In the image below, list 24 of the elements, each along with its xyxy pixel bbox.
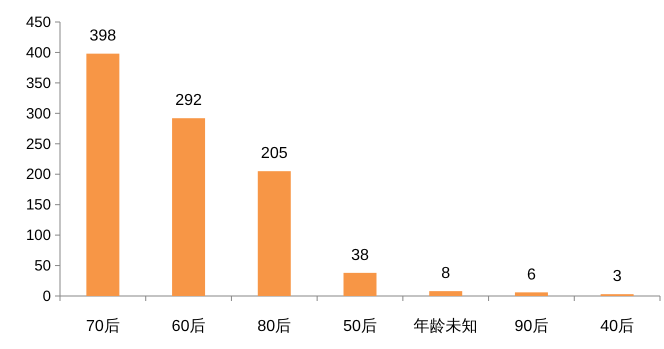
x-tick-label: 60后 [172, 318, 206, 335]
x-tick-label: 50后 [343, 318, 377, 335]
x-tick-label: 90后 [514, 318, 548, 335]
y-tick-label: 450 [26, 14, 51, 31]
data-label: 398 [90, 28, 116, 45]
data-label: 38 [351, 246, 369, 264]
data-label: 6 [526, 266, 536, 284]
y-tick-label: 300 [26, 105, 51, 122]
y-tick-label: 250 [26, 136, 51, 153]
x-tick-label: 70后 [86, 318, 120, 335]
y-tick-label: 400 [26, 44, 51, 62]
x-tick-label: 80后 [257, 318, 292, 335]
data-label: 3 [612, 268, 622, 286]
data-label: 8 [441, 265, 450, 282]
y-tick-label: 50 [34, 258, 51, 275]
data-label: 292 [175, 92, 202, 110]
y-tick-label: 0 [42, 288, 51, 305]
data-label: 205 [260, 145, 288, 162]
y-tick-label: 200 [26, 166, 51, 184]
x-tick-label: 40后 [600, 318, 634, 335]
x-tick-label: 年龄未知 [414, 318, 478, 335]
y-tick-label: 100 [26, 227, 51, 244]
y-tick-label: 350 [26, 74, 51, 92]
y-tick-label: 150 [26, 196, 51, 214]
